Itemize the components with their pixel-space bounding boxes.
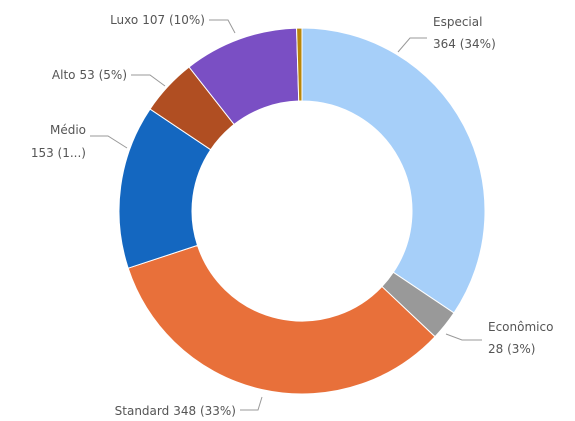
data-label: Standard 348 (33%) <box>115 404 236 418</box>
value-label: 28 (3%) <box>488 342 535 356</box>
data-label: 153 (1...) <box>31 146 86 160</box>
leader-line <box>90 135 128 149</box>
category-label: Standard <box>115 404 170 418</box>
donut-slice <box>127 244 436 395</box>
data-label: Alto 53 (5%) <box>52 68 127 82</box>
data-label: 28 (3%) <box>488 342 535 356</box>
data-label: Econômico <box>488 320 553 334</box>
data-label: 364 (34%) <box>433 37 496 51</box>
donut-slice <box>296 27 303 102</box>
data-label: Especial <box>433 15 482 29</box>
data-label: Luxo 107 (10%) <box>110 13 205 27</box>
value-label: 107 (10%) <box>142 13 205 27</box>
leader-line <box>209 19 236 34</box>
leader-line <box>445 333 482 341</box>
leader-line <box>397 37 427 53</box>
value-label: 53 (5%) <box>80 68 127 82</box>
category-label: Alto <box>52 68 76 82</box>
category-label: Luxo <box>110 13 138 27</box>
category-label: Médio <box>50 123 86 137</box>
leader-line <box>240 396 263 411</box>
leader-line <box>131 74 166 87</box>
value-label: 348 (33%) <box>173 404 236 418</box>
donut-slice <box>301 27 486 314</box>
value-label: 364 (34%) <box>433 37 496 51</box>
value-label: 153 (1...) <box>31 146 86 160</box>
data-label: Médio <box>50 123 86 137</box>
category-label: Econômico <box>488 320 553 334</box>
category-label: Especial <box>433 15 482 29</box>
